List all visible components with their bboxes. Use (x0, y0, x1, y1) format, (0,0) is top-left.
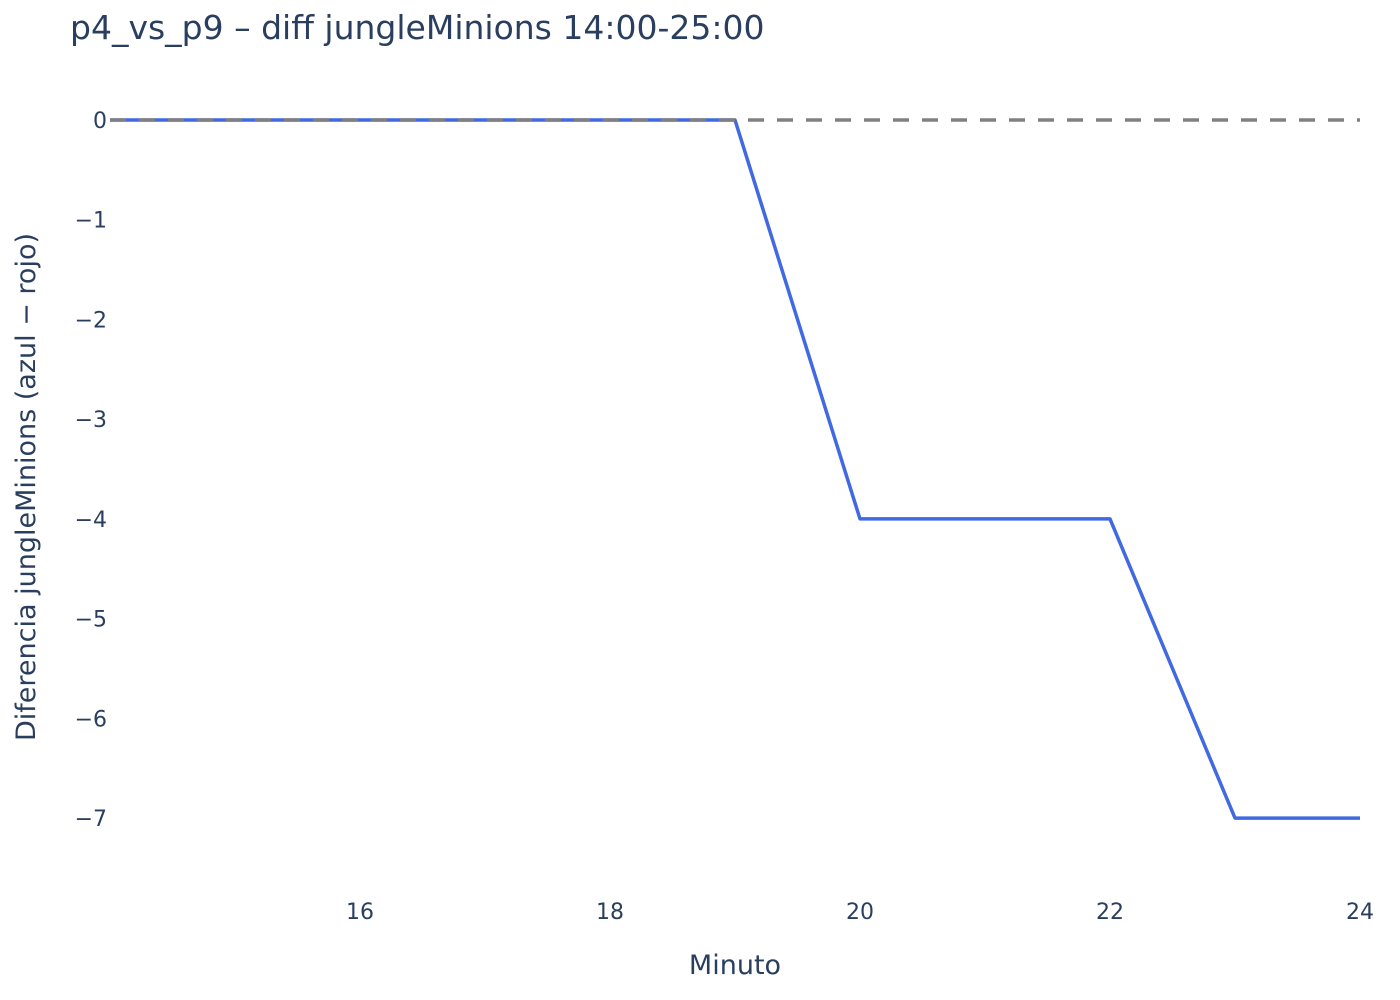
y-tick-label: −1 (75, 209, 107, 234)
x-tick-label: 18 (596, 900, 624, 925)
y-tick-label: −7 (75, 807, 107, 832)
x-tick-label: 20 (846, 900, 874, 925)
y-tick-label: −2 (75, 308, 107, 333)
x-axis-title: Minuto (689, 950, 781, 981)
x-tick-label: 22 (1096, 900, 1124, 925)
y-axis-ticks: 0 −1 −2 −3 −4 −5 −6 −7 (75, 109, 107, 832)
y-tick-label: 0 (93, 109, 107, 134)
plot-area (110, 118, 1360, 820)
series-line (110, 118, 1360, 820)
y-tick-label: −5 (75, 608, 107, 633)
y-tick-label: −4 (75, 508, 107, 533)
x-axis-ticks: 16 18 20 22 24 (346, 900, 1374, 925)
y-tick-label: −3 (75, 408, 107, 433)
y-tick-label: −6 (75, 707, 107, 732)
x-tick-label: 16 (346, 900, 374, 925)
y-axis-title: Diferencia jungleMinions (azul − rojo) (11, 233, 42, 741)
x-tick-label: 24 (1346, 900, 1374, 925)
chart-title: p4_vs_p9 – diff jungleMinions 14:00-25:0… (70, 8, 764, 47)
